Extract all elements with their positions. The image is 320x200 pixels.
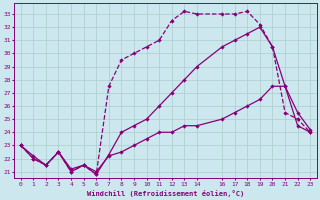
X-axis label: Windchill (Refroidissement éolien,°C): Windchill (Refroidissement éolien,°C) xyxy=(87,190,244,197)
